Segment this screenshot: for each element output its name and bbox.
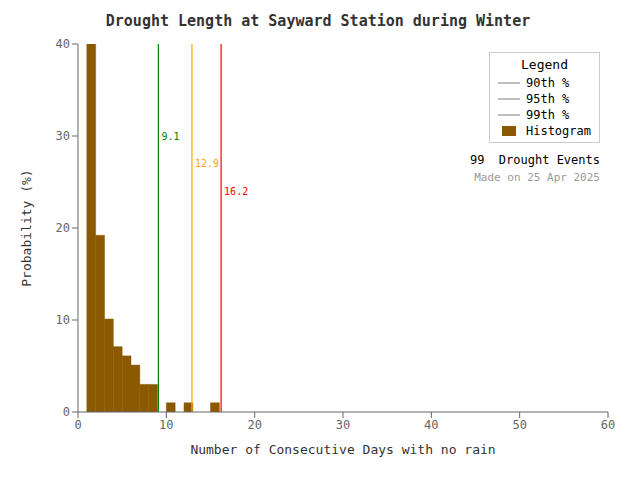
svg-text:12.9: 12.9: [195, 158, 219, 169]
svg-text:16.2: 16.2: [224, 186, 248, 197]
html-text:Histogram: Histogram: [526, 124, 591, 138]
svg-text:Probability (%): Probability (%): [19, 169, 34, 286]
svg-text:0: 0: [74, 418, 81, 432]
html-text:95th %: 95th %: [526, 92, 570, 106]
svg-text:9.1: 9.1: [161, 131, 179, 142]
html-text:90th %: 90th %: [526, 76, 570, 90]
svg-text:60: 60: [601, 418, 615, 432]
svg-text:20: 20: [247, 418, 261, 432]
html-text:Drought Length at Sayward Stat: Drought Length at Sayward Station during…: [105, 12, 531, 30]
html-text:99 Drought Events: 99 Drought Events: [470, 153, 600, 167]
svg-text:40: 40: [424, 418, 438, 432]
html-text:Made on 25 Apr 2025: Made on 25 Apr 2025: [474, 171, 600, 184]
svg-text:0: 0: [63, 405, 70, 419]
html-text:99th %: 99th %: [526, 108, 570, 122]
svg-text:50: 50: [512, 418, 526, 432]
svg-text:20: 20: [56, 221, 70, 235]
svg-text:Number of Consecutive Days wit: Number of Consecutive Days with no rain: [190, 442, 495, 457]
svg-text:30: 30: [336, 418, 350, 432]
svg-text:10: 10: [56, 313, 70, 327]
svg-text:30: 30: [56, 129, 70, 143]
svg-text:40: 40: [56, 37, 70, 51]
html-text:Legend: Legend: [521, 57, 568, 72]
svg-text:10: 10: [159, 418, 173, 432]
